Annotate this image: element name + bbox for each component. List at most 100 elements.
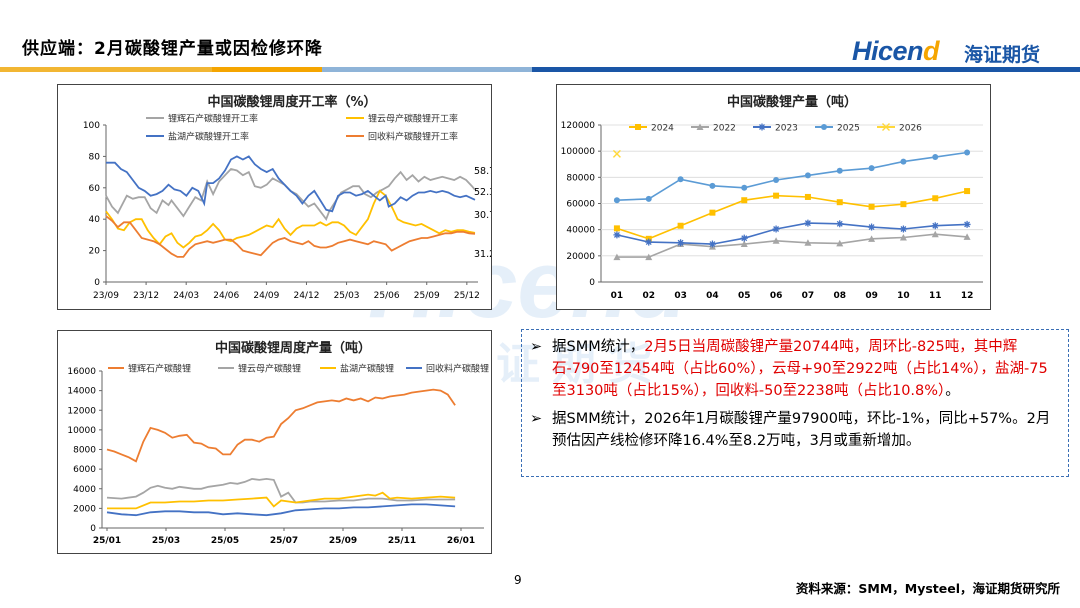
- legend-label-2025: 2025: [837, 124, 860, 134]
- series-line-2024: [616, 190, 968, 240]
- x-tick-label: 12: [961, 291, 974, 301]
- x-tick-label: 25/03: [152, 536, 180, 546]
- legend-marker-2022: [696, 123, 704, 130]
- legend-label-2: 盐湖产碳酸锂开工率: [168, 131, 249, 143]
- x-tick-label: 25/11: [388, 536, 416, 546]
- data-point-2023: [708, 240, 716, 248]
- logo-text-a: Hicen: [852, 36, 924, 66]
- y-tick-label: 10000: [67, 426, 96, 436]
- data-point-2023: [772, 225, 780, 233]
- data-point-2022: [772, 237, 780, 244]
- series-line-2023: [616, 222, 968, 245]
- note-1-text: 据SMM统计，2月5日当周碳酸锂产量20744吨，周环比-825吨，其中辉石-7…: [552, 336, 1058, 402]
- end-value-label-2: 52.36: [474, 187, 491, 198]
- series-line-1: [105, 189, 476, 249]
- data-point-2022: [931, 230, 939, 238]
- data-point-2025: [677, 176, 684, 183]
- legend-label-0: 锂辉石产碳酸锂: [128, 363, 191, 375]
- data-point-2023: [963, 220, 971, 228]
- end-value-label-3: 30.72: [474, 210, 491, 221]
- x-tick-label: 26/01: [447, 536, 475, 546]
- arrow-icon: ➢: [530, 411, 543, 427]
- y-tick-label: 100000: [561, 147, 596, 157]
- legend-label-2023: 2023: [775, 124, 798, 134]
- x-tick-label: 25/09: [329, 536, 357, 546]
- commentary-box: ➢ 据SMM统计，2月5日当周碳酸锂产量20744吨，周环比-825吨，其中辉石…: [521, 329, 1069, 477]
- y-tick-label: 4000: [73, 485, 96, 495]
- series-line-0: [106, 388, 456, 463]
- y-tick-label: 14000: [67, 387, 96, 397]
- data-point-2023: [645, 238, 653, 246]
- header-bar-light: [322, 67, 532, 72]
- legend-label-2024: 2024: [651, 124, 674, 134]
- data-point-2022: [740, 240, 748, 248]
- x-tick-label: 25/05: [211, 536, 239, 546]
- chart-title: 中国碳酸锂周度产量（吨）: [215, 340, 371, 356]
- data-point-2024: [964, 188, 971, 195]
- data-point-2025: [613, 197, 620, 204]
- legend-marker-2026: [882, 123, 890, 131]
- x-tick-label: 03: [674, 291, 687, 301]
- data-point-2022: [645, 253, 653, 261]
- y-tick-label: 6000: [73, 465, 96, 475]
- legend-marker-2023: [758, 123, 766, 131]
- end-value-label-1: 31.27: [474, 249, 491, 260]
- data-point-2024: [613, 225, 620, 232]
- data-point-2025: [804, 172, 811, 179]
- data-point-2022: [836, 239, 844, 247]
- data-point-2023: [868, 223, 876, 231]
- data-point-2024: [773, 192, 780, 199]
- legend-label-2022: 2022: [713, 124, 736, 134]
- data-point-2025: [645, 195, 652, 202]
- data-point-2024: [836, 199, 843, 206]
- header-bar-yellow: [212, 67, 322, 72]
- legend-marker-2025: [821, 124, 827, 130]
- chart-operating-rate: 中国碳酸锂周度开工率（%） 0 20 40 60 80 100 23/09 23/12 24/03…: [57, 84, 492, 310]
- legend-label-2: 盐湖产碳酸锂: [340, 363, 394, 375]
- x-tick-label: 08: [833, 291, 846, 301]
- y-tick-label: 12000: [67, 406, 96, 416]
- x-tick-label: 06: [770, 291, 783, 301]
- y-tick-label: 80000: [566, 173, 595, 183]
- y-tick-label: 8000: [73, 446, 96, 456]
- data-point-2023: [931, 222, 939, 230]
- data-point-2022: [613, 253, 621, 261]
- series-line-0: [105, 167, 476, 222]
- data-point-2024: [741, 197, 748, 204]
- y-tick-label: 0: [589, 278, 595, 288]
- page-number: 9: [514, 573, 522, 587]
- data-point-2025: [709, 182, 716, 189]
- x-tick-label: 23/09: [93, 291, 119, 301]
- x-tick-label: 10: [897, 291, 910, 301]
- x-tick-label: 07: [802, 291, 815, 301]
- x-tick-label: 05: [738, 291, 751, 301]
- data-point-2025: [773, 176, 780, 183]
- data-point-2024: [900, 201, 907, 208]
- header-bar-blue: [532, 67, 1080, 72]
- y-tick-label: 100: [83, 121, 100, 131]
- y-tick-label: 2000: [73, 504, 96, 514]
- x-tick-label: 04: [706, 291, 719, 301]
- legend-label-1: 锂云母产碳酸锂: [238, 363, 301, 375]
- x-tick-label: 25/12: [454, 291, 480, 301]
- series-line-1: [106, 477, 456, 504]
- data-point-2022: [804, 239, 812, 246]
- data-point-2025: [868, 165, 875, 172]
- y-tick-label: 120000: [561, 121, 596, 131]
- chart-monthly-output: 中国碳酸锂产量（吨） 0 20000 40000 60000 80000 100000 120…: [556, 84, 991, 310]
- x-tick-label: 02: [642, 291, 655, 301]
- data-point-2022: [963, 233, 971, 240]
- arrow-icon: ➢: [530, 339, 543, 355]
- note-2-text: 据SMM统计，2026年1月碳酸锂产量97900吨，环比-1%，同比+57%。2…: [552, 411, 1051, 449]
- data-point-2022: [899, 234, 907, 241]
- legend-label-1: 锂云母产碳酸锂开工率: [368, 113, 458, 125]
- x-tick-label: 25/01: [93, 536, 121, 546]
- data-point-2023: [836, 220, 844, 228]
- y-tick-label: 40000: [566, 226, 595, 236]
- data-point-2024: [932, 195, 939, 202]
- data-point-2025: [964, 149, 971, 156]
- x-tick-label: 01: [611, 291, 624, 301]
- data-point-2025: [836, 167, 843, 174]
- x-tick-label: 23/12: [133, 291, 159, 301]
- data-point-2023: [677, 239, 685, 247]
